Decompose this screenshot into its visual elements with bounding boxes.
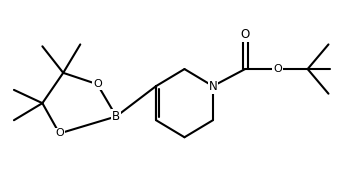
Text: O: O bbox=[93, 79, 102, 89]
Text: O: O bbox=[273, 64, 282, 74]
Text: O: O bbox=[55, 128, 64, 139]
Text: N: N bbox=[209, 80, 217, 93]
Text: B: B bbox=[112, 110, 120, 123]
Text: O: O bbox=[240, 29, 250, 42]
